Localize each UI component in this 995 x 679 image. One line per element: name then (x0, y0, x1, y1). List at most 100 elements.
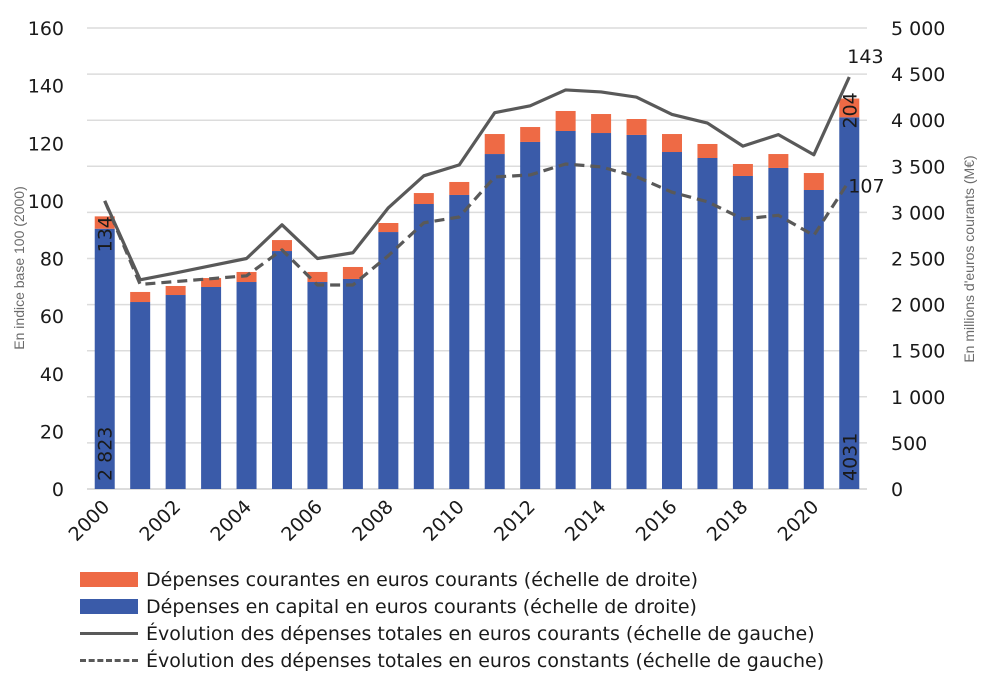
bar-courantes (165, 285, 186, 296)
left-tick-label: 100 (28, 191, 64, 213)
bar-capital (236, 282, 257, 489)
right-tick-label: 2 500 (891, 249, 945, 271)
line-euros-constants (103, 162, 851, 287)
bar-courantes (697, 143, 718, 159)
bars (94, 98, 860, 490)
bar-capital (307, 282, 328, 489)
bar-capital (165, 295, 186, 489)
right-tick-label: 1 500 (891, 341, 945, 363)
legend-label: Dépenses en capital en euros courants (é… (146, 595, 697, 618)
bar-capital (449, 194, 470, 490)
x-axis-ticks: 2000 2002 2004 2006 2008 2010 2012 2014 2016 2018… (65, 496, 824, 546)
bar-capital (839, 117, 860, 489)
legend: Dépenses courantes en euros courants (éc… (80, 566, 824, 674)
legend-item-capital: Dépenses en capital en euros courants (é… (80, 593, 824, 620)
right-tick-label: 2 000 (891, 295, 945, 317)
left-tick-label: 80 (40, 249, 64, 271)
bar-courantes (201, 278, 222, 287)
legend-label: Évolution des dépenses totales en euros … (146, 649, 825, 672)
bar-courantes (555, 110, 576, 131)
bar-capital (803, 189, 824, 489)
left-tick-label: 60 (40, 306, 64, 328)
line-euros-courants (103, 76, 851, 282)
bar-courantes (626, 119, 647, 135)
bar-courantes (803, 173, 824, 190)
legend-label: Évolution des dépenses totales en euros … (146, 622, 815, 645)
bar-capital (768, 167, 789, 489)
bar-courantes (662, 134, 682, 153)
bar-courantes (449, 181, 470, 195)
legend-swatch-orange (80, 572, 138, 587)
left-tick-label: 140 (28, 76, 64, 98)
bar-courantes (130, 291, 151, 303)
right-tick-label: 5 000 (891, 18, 945, 40)
right-tick-label: 0 (891, 479, 903, 501)
x-tick-label: 2008 (348, 496, 398, 546)
data-label-line-constants-2021: 107 (848, 176, 884, 198)
bar-courantes (484, 134, 505, 155)
bar-capital (591, 133, 612, 489)
data-label-courantes-2021: 204 (839, 92, 861, 128)
bar-courantes (591, 114, 612, 134)
right-axis-title: En millions d'euros courants (M€) (961, 155, 977, 362)
data-label-capital-2021: 4031 (839, 433, 861, 481)
x-tick-label: 2010 (419, 496, 469, 546)
left-tick-label: 0 (52, 479, 64, 501)
bar-courantes (413, 193, 434, 205)
bar-courantes (307, 271, 328, 283)
bar-courantes (768, 154, 789, 168)
left-tick-label: 160 (28, 18, 64, 40)
bar-capital (201, 286, 222, 489)
right-tick-label: 1 000 (891, 387, 945, 409)
right-tick-label: 4 500 (891, 64, 945, 86)
bar-capital (626, 134, 647, 489)
bar-courantes (272, 240, 292, 252)
x-tick-label: 2000 (65, 496, 115, 546)
bar-capital (272, 251, 292, 489)
right-tick-label: 3 500 (891, 156, 945, 178)
right-tick-label: 500 (891, 433, 927, 455)
legend-item-courantes: Dépenses courantes en euros courants (éc… (80, 566, 824, 593)
bar-courantes (342, 266, 363, 279)
bar-capital (732, 175, 753, 489)
x-tick-label: 2020 (774, 496, 824, 546)
bar-capital (662, 152, 682, 489)
data-label-capital-2000: 2 823 (95, 427, 117, 481)
bar-capital (342, 278, 363, 489)
data-label-courantes-2000: 134 (95, 216, 117, 252)
legend-solid-line (80, 632, 138, 635)
data-label-line-courants-2021: 143 (847, 46, 883, 68)
legend-swatch-blue (80, 599, 138, 614)
x-tick-label: 2012 (490, 496, 540, 546)
bar-capital (484, 154, 505, 489)
left-tick-label: 120 (28, 133, 64, 155)
left-axis-ticks: 0 20 40 60 80 100 120 140 160 (28, 18, 64, 501)
bar-courantes (732, 163, 753, 176)
left-tick-label: 20 (40, 421, 64, 443)
x-tick-label: 2018 (703, 496, 753, 546)
legend-item-line-constants: Évolution des dépenses totales en euros … (80, 647, 824, 674)
bar-capital (130, 302, 151, 489)
left-tick-label: 40 (40, 364, 64, 386)
left-axis-title: En indice base 100 (2000) (11, 186, 27, 349)
bar-capital (555, 130, 576, 489)
legend-dashed-line (80, 659, 138, 662)
x-tick-label: 2014 (561, 496, 611, 546)
bar-courantes (839, 98, 860, 118)
right-tick-label: 3 000 (891, 202, 945, 224)
legend-item-line-courants: Évolution des dépenses totales en euros … (80, 620, 824, 647)
bar-courantes (378, 223, 399, 233)
bar-courantes (520, 127, 541, 142)
x-tick-label: 2016 (632, 496, 682, 546)
bar-capital (697, 158, 718, 489)
bar-capital (378, 232, 399, 489)
x-tick-label: 2006 (277, 496, 327, 546)
x-tick-label: 2004 (206, 496, 256, 546)
bar-capital (520, 141, 541, 489)
bar-capital (94, 228, 115, 489)
bar-capital (413, 204, 434, 489)
legend-label: Dépenses courantes en euros courants (éc… (146, 568, 699, 591)
bar-courantes (94, 216, 115, 229)
lines (103, 76, 851, 287)
